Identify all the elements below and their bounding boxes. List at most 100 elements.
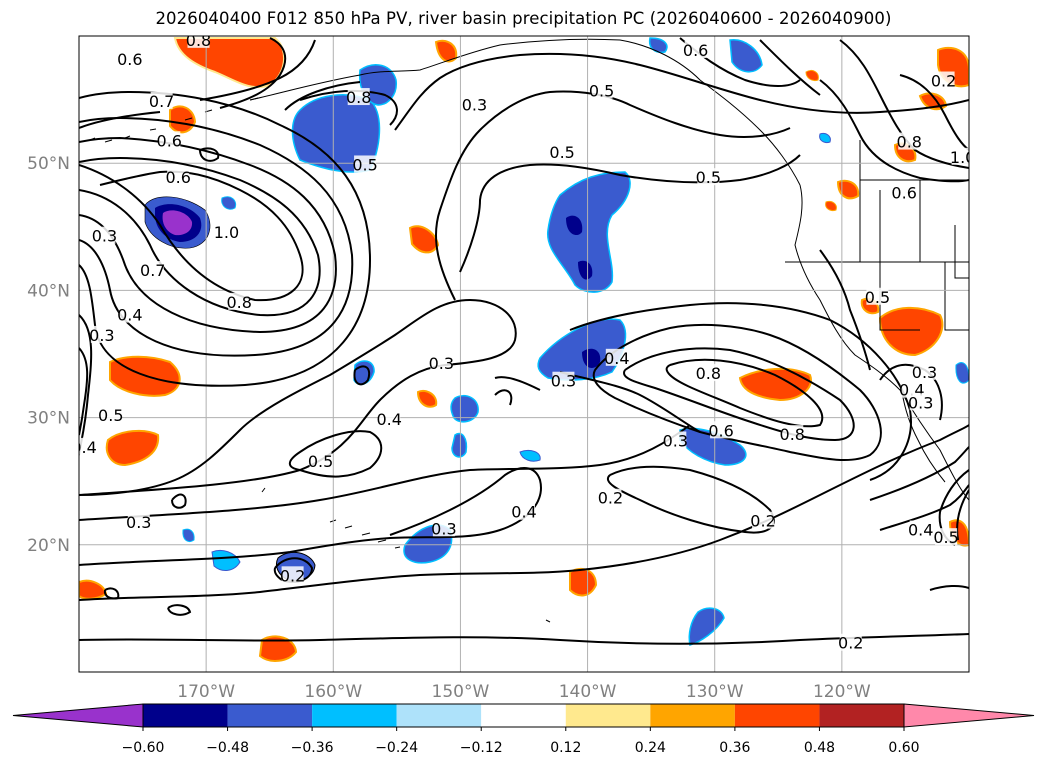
colorbar-frame — [142, 703, 905, 728]
x-tick-label: 170°W — [177, 682, 235, 702]
x-tick-label: 150°W — [432, 682, 490, 702]
contour-label-bg — [866, 287, 889, 305]
contour-label-bg — [552, 371, 575, 389]
colorbar-tick-label: −0.12 — [460, 740, 503, 756]
y-axis-tick-labels: 20°N 30°N 40°N 50°N — [27, 154, 70, 556]
shade-region-neg — [679, 427, 747, 466]
border-states — [859, 140, 969, 331]
contour-label-bg — [90, 325, 113, 343]
contour-label: 0.5 — [865, 288, 890, 307]
colorbar-tick-label: 0.48 — [804, 740, 835, 756]
shade-region-neg — [221, 196, 237, 210]
map-frame — [78, 35, 970, 673]
contour-label: 0.2 — [750, 512, 775, 531]
pv-contour — [819, 79, 969, 183]
pv-contour — [623, 347, 855, 442]
shade-region-neg-center — [162, 210, 193, 236]
contour-label: 0.5 — [352, 155, 377, 174]
shade-region-neg-core — [566, 215, 583, 236]
contour-label-bg — [710, 421, 733, 439]
contour-label: 0.8 — [696, 364, 721, 383]
pv-contour — [219, 37, 287, 109]
contour-label: 0.6 — [683, 41, 708, 60]
contour-label-bg — [141, 261, 164, 279]
contour-label: 0.7 — [140, 261, 165, 280]
chart-title: 2026040400 F012 850 hPa PV, river basin … — [155, 9, 892, 28]
shade-region-pos — [79, 579, 108, 600]
contour-label-bg — [893, 183, 916, 201]
colorbar-segment — [819, 704, 904, 727]
contour-label: 0.3 — [429, 354, 454, 373]
y-tick-label: 40°N — [27, 281, 70, 301]
shade-region-pos — [258, 635, 298, 662]
pv-contour — [79, 156, 321, 317]
contour-label-bg — [79, 437, 96, 455]
contour-label: 0.6 — [708, 421, 733, 440]
contour-label: 0.7 — [149, 92, 174, 111]
contour-label-bg — [951, 147, 969, 165]
contour-label: 0.3 — [89, 326, 114, 345]
shade-region-neg-core — [578, 260, 593, 280]
shade-region-neg — [547, 171, 631, 293]
contour-label: 0.3 — [912, 363, 937, 382]
contour-label: 0.5 — [933, 528, 958, 547]
pv-contour — [167, 604, 192, 616]
shade-region-neg — [182, 528, 195, 543]
contour-label-bg — [590, 81, 613, 99]
x-tick-label: 140°W — [559, 682, 617, 702]
pv-contour — [79, 136, 337, 334]
contour-label-bg — [697, 364, 720, 382]
contour-label-bg — [664, 431, 687, 449]
colorbar-segment — [650, 704, 735, 727]
pv-contour — [79, 39, 316, 129]
contour-label: 0.4 — [604, 349, 629, 368]
contour-label: 0.5 — [589, 82, 614, 101]
contour-label-bg — [93, 226, 116, 244]
pv-contour — [819, 249, 871, 371]
pv-contour — [394, 52, 969, 131]
shade-region-neg — [211, 549, 241, 571]
colorbar-tick-label: −0.48 — [206, 740, 249, 756]
pv-contour — [494, 389, 513, 406]
contour-label-bg — [281, 566, 304, 584]
contour-label-bg — [432, 519, 455, 537]
coastline-baja — [901, 391, 946, 483]
contour-label: 1.0 — [214, 223, 239, 242]
contour-label: 0.4 — [71, 438, 96, 457]
contour-label-bg — [150, 91, 173, 109]
contour-label: 0.8 — [346, 88, 371, 107]
contour-label-bg — [684, 40, 707, 58]
pv-contour — [199, 147, 220, 162]
shade-region-pos — [105, 429, 160, 467]
contour-label: 0.5 — [98, 406, 123, 425]
shade-region-neg — [819, 133, 831, 143]
contour-label-bg — [378, 409, 401, 427]
colorbar-segment — [565, 704, 651, 727]
pv-contour — [759, 39, 821, 96]
colorbar-segment — [143, 704, 228, 727]
shade-region-neg — [729, 39, 763, 73]
contour-label: 0.2 — [931, 72, 956, 91]
y-tick-label: 30°N — [27, 409, 70, 429]
x-tick-label: 130°W — [686, 682, 744, 702]
pv-contour — [103, 587, 120, 600]
contour-label: 0.6 — [165, 168, 190, 187]
pv-contour — [459, 154, 801, 273]
contour-label: 0.3 — [663, 431, 688, 450]
contour-label: 0.5 — [308, 452, 333, 471]
shade-region-pos — [408, 225, 440, 254]
pv-contour — [569, 302, 912, 481]
pv-contour — [494, 371, 701, 433]
shade-region-neg — [353, 360, 375, 386]
contour-label-bg — [167, 168, 190, 186]
pv-contour — [79, 633, 969, 645]
shade-region-neg — [955, 362, 969, 384]
contour-label: 1.0 — [950, 148, 975, 167]
shade-region-pos — [836, 179, 860, 200]
colorbar-segment — [481, 704, 566, 727]
colorbar-segment — [312, 704, 397, 727]
precipitation-shading — [79, 37, 969, 662]
contour-label: 0.3 — [462, 96, 487, 115]
pv-contour — [79, 347, 89, 436]
